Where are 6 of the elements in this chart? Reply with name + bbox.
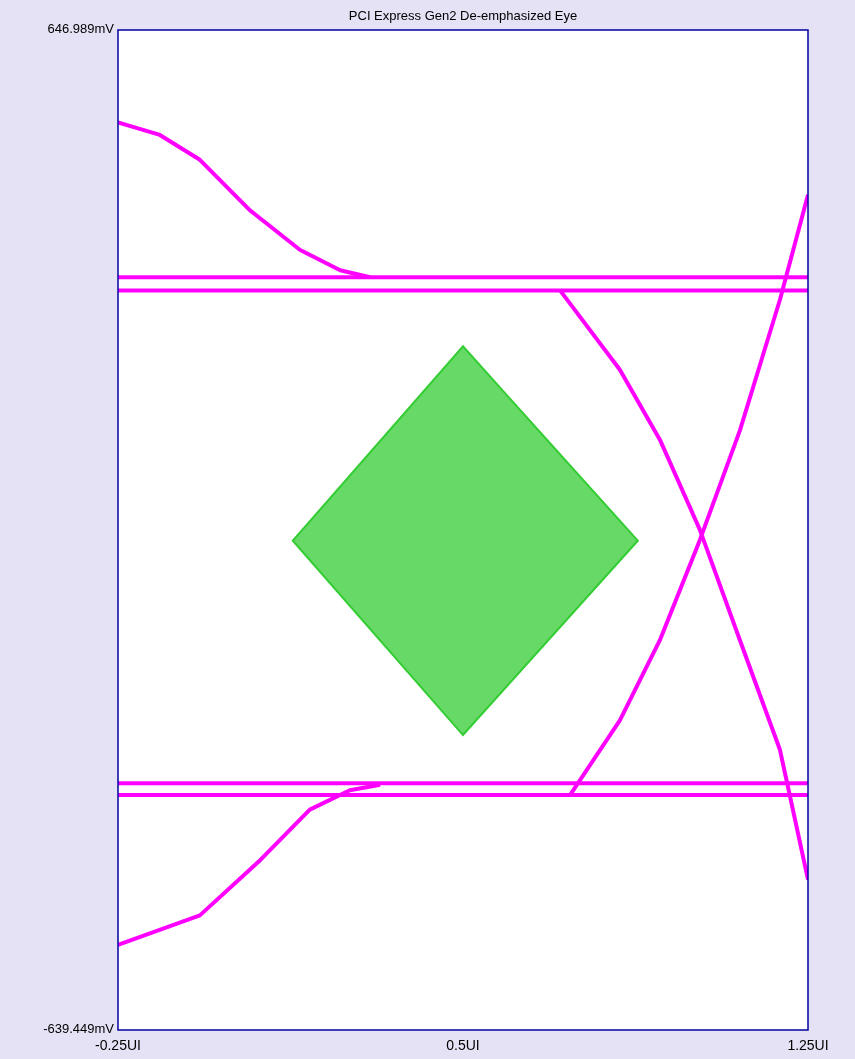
x-tick-label: 0.5UI [446, 1037, 480, 1053]
y-tick-label: 646.989mV [47, 21, 115, 37]
y-tick-label: -639.449mV [43, 1021, 115, 1037]
x-tick-label: 1.25UI [787, 1037, 829, 1053]
chart-title: PCI Express Gen2 De-emphasized Eye [348, 8, 578, 23]
x-tick-label: -0.25UI [95, 1037, 141, 1053]
